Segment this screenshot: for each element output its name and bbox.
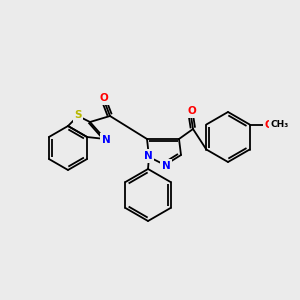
Text: O: O [188,106,196,116]
Text: O: O [264,119,273,130]
Text: S: S [74,110,82,120]
Text: N: N [144,151,152,161]
Text: O: O [100,93,108,103]
Text: N: N [162,161,170,171]
Text: N: N [102,135,110,145]
Text: CH₃: CH₃ [271,120,289,129]
